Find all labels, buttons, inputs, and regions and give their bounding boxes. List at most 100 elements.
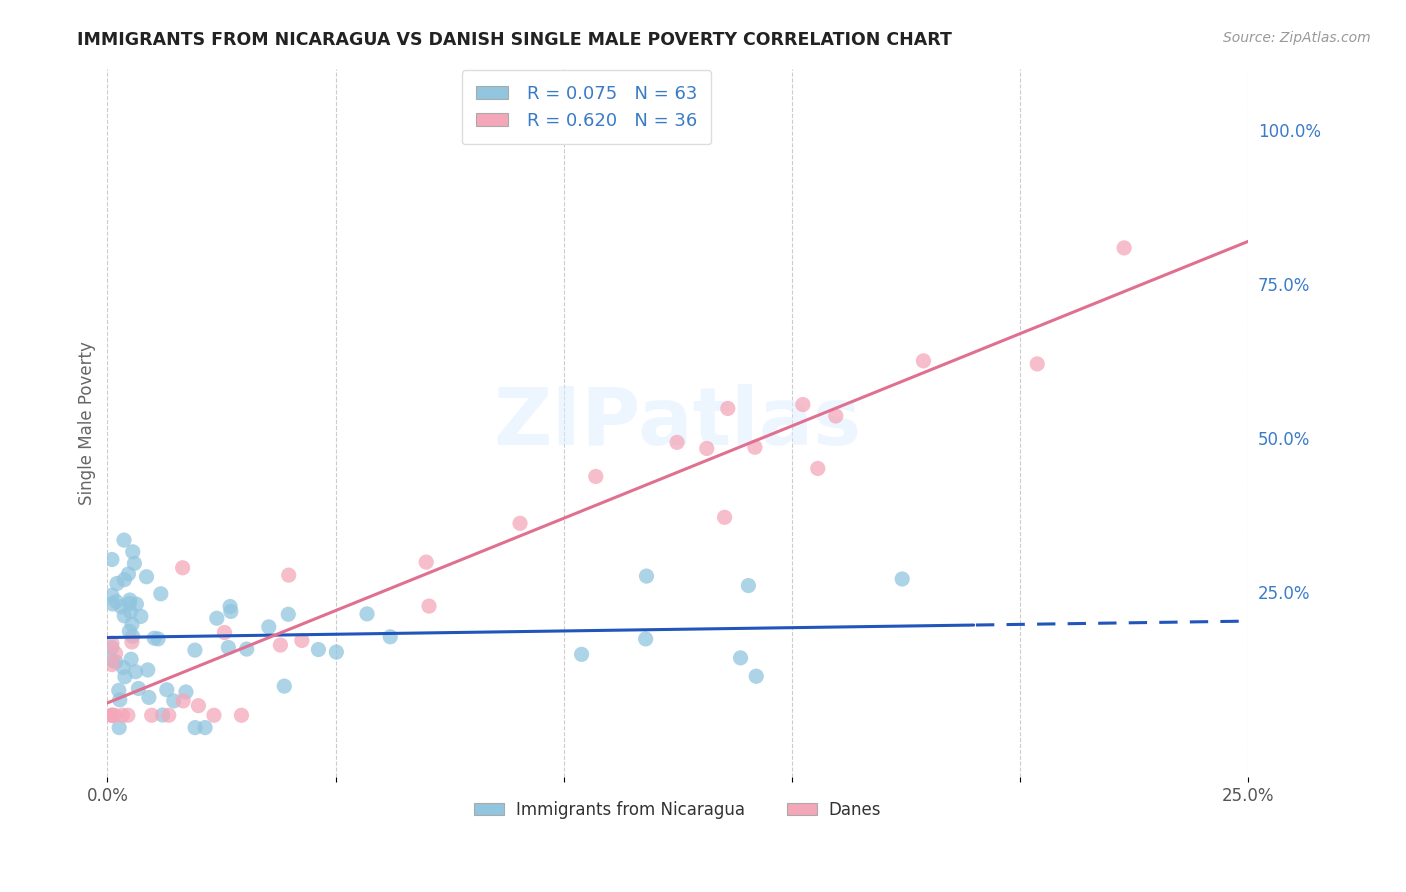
Legend: Immigrants from Nicaragua, Danes: Immigrants from Nicaragua, Danes xyxy=(468,794,887,825)
Point xyxy=(156,682,179,697)
Point xyxy=(112,573,135,587)
Point xyxy=(717,401,740,416)
Point xyxy=(146,632,169,646)
Point xyxy=(174,685,197,699)
Point xyxy=(509,516,531,531)
Point xyxy=(149,587,172,601)
Point xyxy=(187,698,209,713)
Point xyxy=(807,461,830,475)
Point xyxy=(117,566,139,581)
Point xyxy=(205,611,228,625)
Point xyxy=(634,632,657,646)
Point xyxy=(118,624,141,639)
Point xyxy=(117,708,139,723)
Point xyxy=(143,631,166,645)
Point xyxy=(105,594,128,608)
Point xyxy=(415,555,437,569)
Point xyxy=(172,694,194,708)
Point xyxy=(636,569,658,583)
Point xyxy=(172,561,194,575)
Point xyxy=(112,660,135,674)
Point xyxy=(219,604,242,618)
Y-axis label: Single Male Poverty: Single Male Poverty xyxy=(79,341,96,505)
Point xyxy=(257,620,280,634)
Point xyxy=(108,721,131,735)
Point xyxy=(101,653,124,667)
Point xyxy=(125,597,148,611)
Point xyxy=(737,578,759,592)
Point xyxy=(112,533,135,547)
Point xyxy=(163,694,186,708)
Point xyxy=(136,663,159,677)
Point xyxy=(110,599,132,614)
Text: IMMIGRANTS FROM NICARAGUA VS DANISH SINGLE MALE POVERTY CORRELATION CHART: IMMIGRANTS FROM NICARAGUA VS DANISH SING… xyxy=(77,31,952,49)
Point xyxy=(114,670,136,684)
Point xyxy=(112,608,135,623)
Point xyxy=(101,640,124,655)
Point xyxy=(277,568,299,582)
Point xyxy=(101,708,124,723)
Point xyxy=(184,721,207,735)
Point xyxy=(713,510,735,524)
Point xyxy=(129,609,152,624)
Point xyxy=(307,642,329,657)
Point xyxy=(120,605,142,619)
Point xyxy=(912,354,935,368)
Point xyxy=(138,690,160,705)
Point xyxy=(104,708,127,723)
Point xyxy=(891,572,914,586)
Point xyxy=(194,721,217,735)
Point xyxy=(1026,357,1049,371)
Point xyxy=(124,557,146,571)
Point xyxy=(380,630,402,644)
Point xyxy=(101,636,124,650)
Point xyxy=(231,708,253,723)
Point xyxy=(120,652,142,666)
Point xyxy=(101,588,124,602)
Point xyxy=(141,708,163,723)
Point xyxy=(235,642,257,657)
Point xyxy=(101,552,124,566)
Point xyxy=(118,596,141,610)
Point xyxy=(101,708,124,723)
Point xyxy=(101,597,124,611)
Point xyxy=(101,708,124,723)
Point xyxy=(121,545,143,559)
Point xyxy=(585,469,607,483)
Point xyxy=(792,398,814,412)
Point xyxy=(745,669,768,683)
Point xyxy=(269,638,291,652)
Point xyxy=(217,640,239,655)
Point xyxy=(118,593,141,607)
Point xyxy=(273,679,295,693)
Point xyxy=(744,440,766,454)
Point xyxy=(104,655,127,669)
Point xyxy=(219,599,242,614)
Point xyxy=(325,645,347,659)
Point xyxy=(571,648,593,662)
Point xyxy=(127,681,149,696)
Point xyxy=(291,633,314,648)
Point xyxy=(107,683,129,698)
Point xyxy=(121,629,143,643)
Point xyxy=(124,665,146,679)
Point xyxy=(184,643,207,657)
Point xyxy=(105,576,128,591)
Point xyxy=(157,708,180,723)
Point xyxy=(121,617,143,632)
Point xyxy=(277,607,299,622)
Point xyxy=(1114,241,1136,255)
Point xyxy=(214,625,236,640)
Point xyxy=(824,409,846,423)
Point xyxy=(152,708,174,723)
Text: ZIPatlas: ZIPatlas xyxy=(494,384,862,462)
Point xyxy=(108,693,131,707)
Point xyxy=(202,708,225,723)
Point xyxy=(104,647,127,661)
Point xyxy=(666,435,689,450)
Point xyxy=(121,635,143,649)
Point xyxy=(356,607,378,621)
Point xyxy=(696,442,718,456)
Point xyxy=(111,708,134,723)
Point xyxy=(730,651,752,665)
